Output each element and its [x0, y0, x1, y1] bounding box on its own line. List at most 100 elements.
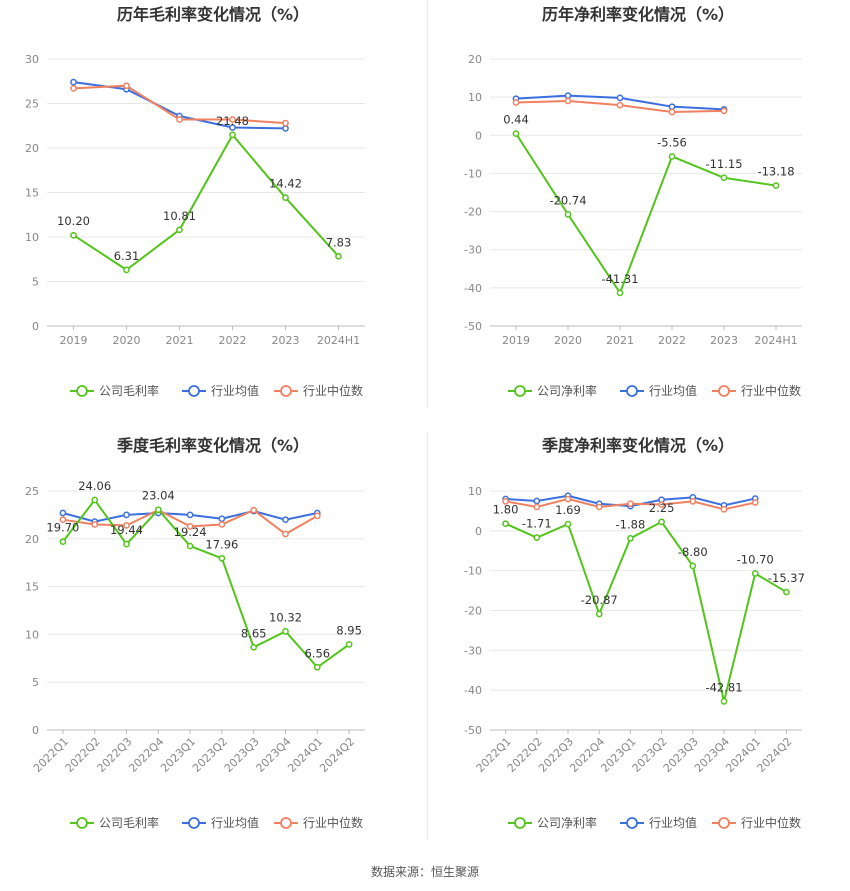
legend-swatch-marker — [76, 385, 88, 397]
data-label: 21.48 — [216, 114, 249, 128]
legend-swatch-marker — [514, 385, 526, 397]
data-point-company — [70, 231, 77, 239]
legend: 公司净利率 行业均值 行业中位数 — [508, 383, 801, 398]
legend-swatch-marker — [280, 817, 292, 829]
data-label: 6.56 — [304, 646, 330, 660]
legend-label: 行业均值 — [211, 383, 259, 398]
y-tick-label: -40 — [464, 684, 482, 697]
data-label: 8.95 — [336, 623, 362, 637]
y-tick-label: 15 — [25, 581, 39, 594]
data-label: -41.31 — [601, 272, 638, 286]
x-tick-label: 2023 — [272, 334, 300, 347]
data-point-industry_median — [595, 503, 603, 511]
y-tick-label: -50 — [464, 724, 482, 737]
legend-label: 行业中位数 — [303, 383, 363, 398]
legend-item-company[interactable]: 公司净利率 — [508, 815, 597, 830]
y-tick-label: 0 — [32, 320, 39, 333]
data-point-industry_avg — [123, 511, 130, 519]
data-label: 2.25 — [649, 501, 675, 515]
legend-label: 行业均值 — [211, 815, 259, 830]
x-tick-label: 2024Q2 — [754, 735, 794, 775]
data-point-company — [720, 174, 728, 182]
legend-item-industry_avg[interactable]: 行业均值 — [182, 815, 259, 830]
legend-item-company[interactable]: 公司净利率 — [508, 383, 597, 398]
data-point-company — [91, 496, 99, 504]
y-tick-label: -10 — [464, 565, 482, 578]
x-tick-label: 2019 — [60, 334, 88, 347]
data-label: 14.42 — [269, 177, 302, 191]
y-tick-label: 15 — [25, 187, 39, 200]
legend: 公司毛利率 行业均值 行业中位数 — [70, 815, 363, 830]
data-point-industry_median — [564, 97, 572, 105]
data-point-company — [627, 534, 634, 542]
data-point-industry_median — [658, 501, 665, 508]
y-tick-label: -40 — [464, 282, 482, 295]
data-point-industry_avg — [218, 515, 226, 523]
y-tick-label: -20 — [464, 206, 482, 219]
y-tick-label: 0 — [32, 724, 39, 737]
legend-swatch-marker — [718, 817, 730, 829]
data-point-industry_median — [533, 503, 541, 511]
legend-item-industry_avg[interactable]: 行业均值 — [182, 383, 259, 398]
data-label: 10.20 — [57, 214, 90, 228]
data-point-industry_median — [668, 108, 676, 116]
data-point-company — [512, 130, 520, 137]
data-point-industry_median — [250, 506, 258, 514]
data-label: 10.81 — [163, 209, 196, 223]
x-tick-label: 2024Q2 — [317, 735, 357, 775]
legend-swatch-marker — [626, 385, 638, 397]
data-point-company — [595, 610, 603, 618]
series-line-company — [515, 133, 777, 296]
x-tick-label: 2024H1 — [317, 334, 360, 347]
legend-item-industry_avg[interactable]: 行业均值 — [620, 815, 697, 830]
data-point-company — [616, 289, 624, 297]
y-tick-label: -10 — [464, 167, 482, 180]
data-point-industry_avg — [533, 497, 541, 505]
data-label: 1.80 — [493, 503, 519, 517]
data-point-industry_avg — [616, 94, 624, 102]
y-tick-label: 0 — [475, 129, 482, 142]
legend-item-company[interactable]: 公司毛利率 — [70, 815, 159, 830]
data-point-industry_avg — [59, 509, 67, 517]
legend-item-industry_avg[interactable]: 行业均值 — [620, 383, 697, 398]
data-point-company — [720, 698, 728, 705]
data-point-industry_median — [502, 498, 509, 505]
data-point-company — [689, 562, 697, 570]
data-point-industry_median — [186, 523, 194, 530]
y-tick-label: 30 — [25, 53, 39, 66]
data-point-industry_median — [720, 107, 728, 115]
data-point-industry_avg — [186, 511, 194, 519]
y-tick-label: -30 — [464, 644, 482, 657]
data-point-industry_median — [627, 500, 634, 508]
series-line-company — [62, 498, 350, 669]
legend-label: 公司净利率 — [537, 815, 597, 830]
data-point-company — [123, 266, 130, 274]
y-tick-label: 10 — [468, 91, 482, 104]
data-point-industry_median — [59, 516, 67, 524]
legend-item-industry_median[interactable]: 行业中位数 — [712, 383, 801, 398]
legend-item-industry_median[interactable]: 行业中位数 — [274, 815, 363, 830]
legend-item-company[interactable]: 公司毛利率 — [70, 383, 159, 398]
y-tick-label: -30 — [464, 244, 482, 257]
legend-swatch-marker — [280, 385, 292, 397]
data-point-industry_median — [218, 521, 226, 528]
data-point-industry_median — [123, 522, 130, 529]
legend-swatch-marker — [188, 385, 200, 397]
data-label: 23.04 — [142, 489, 175, 503]
data-point-industry_avg — [70, 78, 77, 86]
data-point-company — [154, 506, 162, 514]
x-tick-label: 2020 — [113, 334, 141, 347]
legend-item-industry_median[interactable]: 行业中位数 — [712, 815, 801, 830]
data-point-industry_median — [720, 505, 728, 513]
legend-swatch-marker — [626, 817, 638, 829]
chart-title: 历年毛利率变化情况（%） — [117, 5, 309, 24]
data-label: 19.70 — [46, 521, 79, 535]
chart-panel-1: 历年毛利率变化情况（%） 0 5 10 15 20 25 30 2019 2020 2021 2022… — [25, 5, 365, 398]
y-tick-label: 10 — [468, 485, 482, 498]
data-point-industry_median — [689, 498, 697, 505]
y-tick-label: -20 — [464, 605, 482, 618]
source-note: 数据来源：恒生聚源 — [371, 864, 479, 879]
legend-item-industry_median[interactable]: 行业中位数 — [274, 383, 363, 398]
data-point-industry_median — [616, 101, 624, 109]
